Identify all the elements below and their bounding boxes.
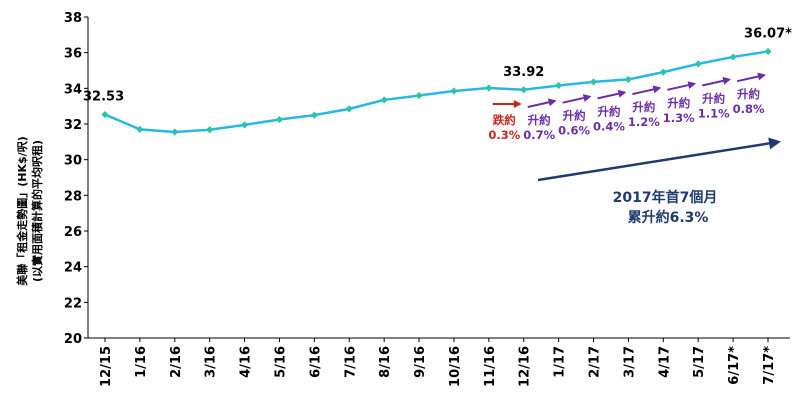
x-tick-label: 2/16 — [169, 346, 184, 378]
change-label-line-2: 1.3% — [663, 111, 695, 125]
y-tick-label: 26 — [64, 225, 82, 240]
data-point — [729, 53, 737, 61]
change-label-line-1: 跌約 — [493, 113, 516, 127]
data-label: 36.07* — [744, 26, 792, 41]
data-point — [415, 91, 423, 100]
x-tick-label: 7/17* — [762, 346, 777, 385]
x-tick-label: 12/15 — [99, 346, 114, 387]
x-tick-label: 8/16 — [378, 346, 393, 378]
y-axis-title: 美聯「租金走勢圖」(HK$/呎) (以實用面積計算的平均呎租) — [15, 136, 44, 285]
change-label-line-1: 升約 — [737, 87, 760, 101]
y-tick-label: 32 — [64, 118, 82, 133]
data-point — [694, 60, 702, 68]
y-tick-label: 22 — [64, 296, 82, 311]
y-tick-label: 24 — [64, 261, 82, 276]
data-label: 33.92 — [503, 65, 544, 80]
data-point — [450, 87, 458, 95]
x-tick-label: 11/16 — [483, 346, 498, 387]
data-point — [101, 110, 109, 119]
change-label-line-2: 1.1% — [698, 107, 730, 121]
data-point — [345, 105, 353, 113]
monthly-change-annotations: 跌約0.3%升約0.7%升約0.6%升約0.4%升約1.2%升約1.3%升約1.… — [488, 72, 766, 142]
data-point — [171, 128, 179, 136]
data-point — [240, 121, 249, 129]
data-point — [485, 84, 493, 92]
change-label-line-2: 0.7% — [523, 128, 555, 142]
data-point — [206, 126, 214, 134]
x-tick-label: 2/17 — [588, 346, 603, 378]
x-tick-labels: 12/15 1/16 2/16 3/16 4/16 5/16 6/16 7/16 8/16 9/1… — [99, 338, 777, 387]
cumulative-arrow — [537, 137, 781, 182]
change-label-line-2: 1.2% — [628, 115, 660, 129]
change-arrow — [701, 76, 732, 87]
data-point — [624, 75, 633, 84]
summary-line-2: 累升約6.3% — [628, 209, 709, 226]
data-point — [659, 68, 667, 76]
change-arrow — [632, 85, 662, 96]
data-point — [555, 81, 563, 90]
change-label-line-2: 0.8% — [733, 102, 765, 116]
x-tick-label: 12/16 — [518, 346, 533, 387]
change-label-line-1: 升約 — [597, 104, 620, 118]
data-point — [136, 125, 144, 133]
change-label-line-1: 升約 — [528, 113, 551, 127]
x-tick-label: 3/16 — [204, 346, 219, 378]
x-tick-label: 4/16 — [239, 346, 254, 378]
series-line — [104, 50, 769, 134]
y-tick-label: 30 — [64, 154, 82, 169]
axes — [87, 17, 790, 339]
change-label-line-1: 升約 — [667, 96, 690, 110]
x-tick-label: 1/16 — [134, 346, 149, 378]
change-label-line-1: 升約 — [632, 100, 655, 114]
y-tick-label: 34 — [64, 82, 82, 97]
y-tick-label: 36 — [64, 47, 82, 62]
x-tick-label: 6/16 — [308, 346, 323, 378]
x-tick-label: 3/17 — [622, 346, 637, 378]
data-points — [101, 47, 772, 136]
x-tick-label: 9/16 — [413, 346, 428, 378]
data-point — [520, 86, 528, 94]
data-point — [589, 78, 598, 86]
y-tick-label: 38 — [64, 11, 82, 26]
change-arrow — [527, 98, 557, 108]
change-label-line-1: 升約 — [702, 92, 725, 106]
x-tick-label: 10/16 — [448, 346, 463, 387]
change-label-line-2: 0.6% — [558, 124, 590, 138]
y-axis-title-line-2: (以實用面積計算的平均呎租) — [30, 140, 44, 282]
x-tick-label: 5/16 — [273, 346, 288, 378]
change-label-line-1: 升約 — [563, 109, 586, 123]
change-label-line-2: 0.4% — [593, 119, 625, 133]
y-tick-label: 28 — [64, 189, 82, 204]
series-polyline — [104, 50, 769, 134]
x-tick-label: 5/17 — [692, 346, 707, 378]
change-arrow — [667, 81, 697, 91]
data-point — [380, 96, 388, 104]
x-tick-label: 7/16 — [343, 346, 358, 378]
y-tick-labels: 20 22 24 26 28 30 32 34 36 38 — [64, 11, 88, 347]
data-point — [275, 115, 284, 124]
y-axis-title-line-1: 美聯「租金走勢圖」(HK$/呎) — [15, 136, 29, 285]
x-tick-label: 6/17* — [727, 346, 742, 385]
data-label: 32.53 — [83, 90, 124, 105]
change-arrow — [597, 89, 627, 100]
change-arrow — [736, 72, 766, 83]
y-tick-label: 20 — [64, 332, 82, 347]
data-labels: 32.53 33.92 36.07* — [83, 26, 792, 104]
x-tick-label: 1/17 — [553, 346, 568, 378]
data-point — [764, 47, 772, 56]
change-label-line-2: 0.3% — [488, 128, 520, 142]
summary-line-1: 2017年首7個月 — [613, 189, 718, 206]
change-arrow — [562, 94, 592, 104]
data-point — [310, 111, 318, 119]
x-tick-label: 4/17 — [657, 346, 672, 378]
